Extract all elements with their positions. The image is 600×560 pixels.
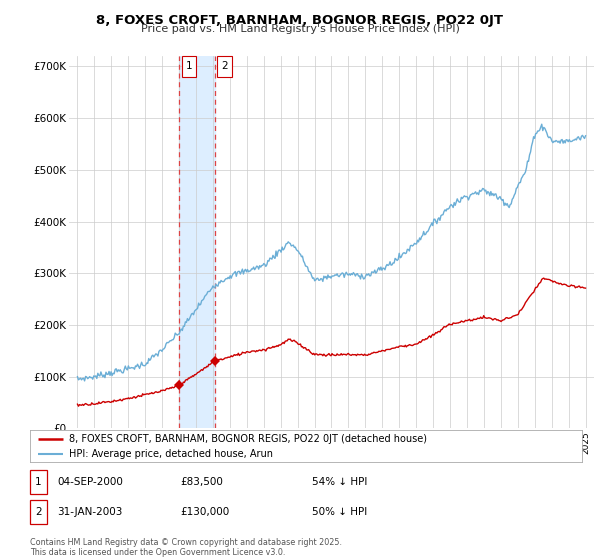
Text: HPI: Average price, detached house, Arun: HPI: Average price, detached house, Arun (68, 449, 272, 459)
Text: 04-SEP-2000: 04-SEP-2000 (57, 477, 123, 487)
Text: 50% ↓ HPI: 50% ↓ HPI (312, 507, 367, 516)
Text: £130,000: £130,000 (180, 507, 229, 516)
Text: Contains HM Land Registry data © Crown copyright and database right 2025.
This d: Contains HM Land Registry data © Crown c… (30, 538, 342, 557)
Text: 2: 2 (221, 62, 228, 71)
FancyBboxPatch shape (182, 56, 196, 77)
FancyBboxPatch shape (217, 56, 232, 77)
Bar (179, 56, 215, 428)
Text: 1: 1 (186, 62, 193, 71)
Text: 54% ↓ HPI: 54% ↓ HPI (312, 477, 367, 487)
Text: Price paid vs. HM Land Registry's House Price Index (HPI): Price paid vs. HM Land Registry's House … (140, 24, 460, 34)
Text: 8, FOXES CROFT, BARNHAM, BOGNOR REGIS, PO22 0JT: 8, FOXES CROFT, BARNHAM, BOGNOR REGIS, P… (97, 14, 503, 27)
Text: £83,500: £83,500 (180, 477, 223, 487)
Text: 31-JAN-2003: 31-JAN-2003 (57, 507, 122, 516)
Text: 1: 1 (35, 477, 42, 487)
Text: 8, FOXES CROFT, BARNHAM, BOGNOR REGIS, PO22 0JT (detached house): 8, FOXES CROFT, BARNHAM, BOGNOR REGIS, P… (68, 433, 427, 444)
Text: 2: 2 (35, 507, 42, 516)
